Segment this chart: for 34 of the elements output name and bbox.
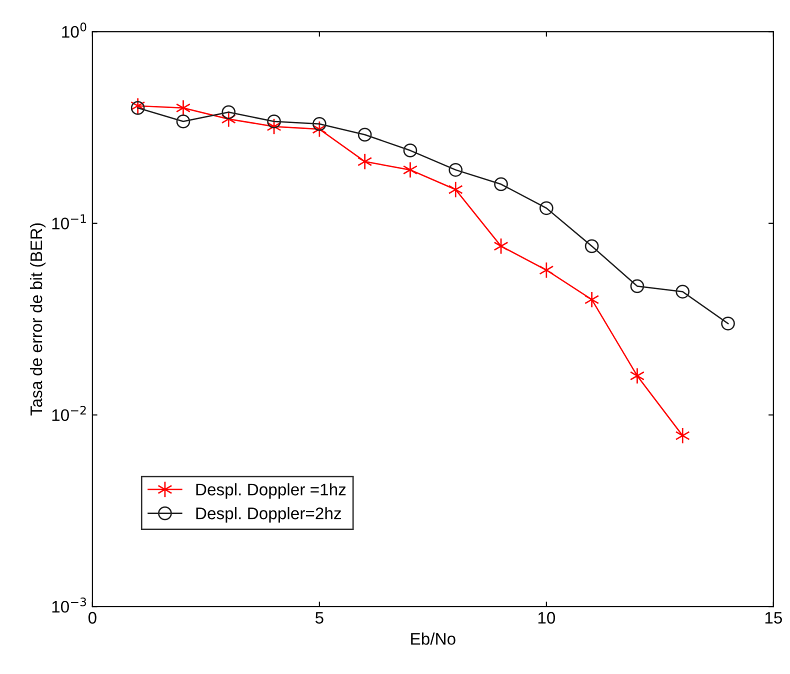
legend-label: Despl. Doppler =1hz (196, 483, 346, 499)
point (267, 114, 281, 128)
legend-label: Despl. Doppler=2hz (196, 507, 341, 523)
point (721, 316, 735, 330)
point (630, 368, 645, 384)
point (358, 128, 372, 142)
y-tick-label: 10$^{−1}$ (52, 214, 86, 230)
point (675, 427, 690, 444)
point (676, 284, 690, 299)
y-axis-title: Tasa de error de bit (BER) (30, 223, 46, 416)
x-axis-title: Eb/No (411, 632, 456, 645)
point (630, 279, 644, 294)
point (130, 100, 145, 115)
point (448, 162, 463, 177)
x-tick-label: 15 (765, 612, 782, 624)
point (403, 144, 418, 158)
point (312, 117, 326, 131)
point (358, 153, 372, 170)
x-tick-label: 5 (315, 612, 324, 624)
x-tick-label: 0 (88, 612, 96, 624)
point (176, 114, 190, 128)
point (584, 239, 599, 254)
point (494, 177, 508, 192)
point (539, 262, 554, 278)
point (584, 291, 600, 308)
point (176, 100, 191, 116)
x-tick-label: 10 (538, 612, 556, 624)
y-tick-label: 10$^{0}$ (62, 22, 86, 38)
y-tick-label: 10$^{−3}$ (52, 597, 86, 613)
point (448, 181, 463, 198)
point (402, 162, 418, 178)
point (539, 201, 554, 216)
point (222, 105, 236, 120)
y-tick-label: 10$^{−2}$ (52, 406, 86, 422)
